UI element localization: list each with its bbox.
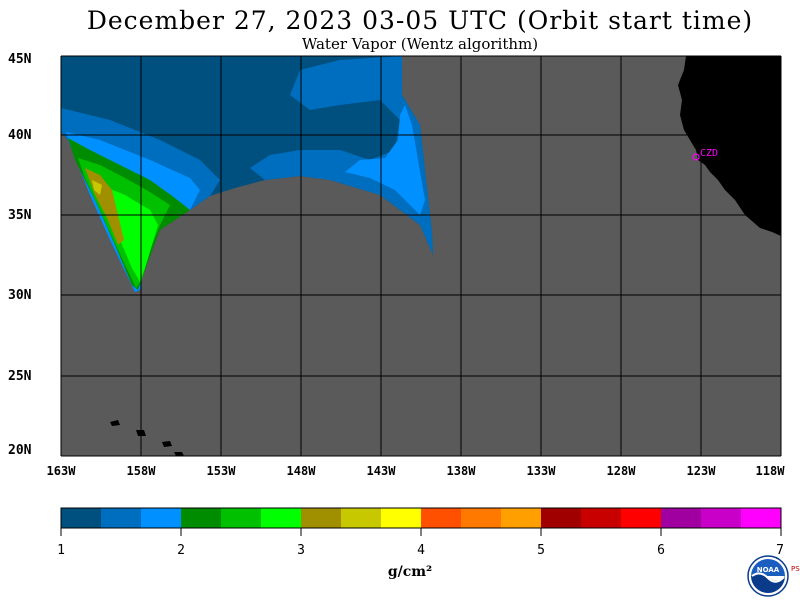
colorbar-label-6: 6 — [657, 543, 665, 558]
lon-label-148w: 148W — [286, 464, 316, 478]
colorbar-swatch — [301, 508, 342, 528]
colorbar-swatch — [541, 508, 582, 528]
lon-label-123w: 123W — [686, 464, 716, 478]
lat-label-25n: 25N — [8, 369, 32, 384]
colorbar-swatch — [421, 508, 462, 528]
colorbar-swatch — [381, 508, 422, 528]
colorbar-swatch — [141, 508, 182, 528]
land-north-america — [678, 56, 781, 236]
map-title: December 27, 2023 03-05 UTC (Orbit start… — [86, 6, 754, 35]
station-label: CZD — [700, 148, 718, 159]
colorbar-swatch — [181, 508, 222, 528]
lon-label-138w: 138W — [446, 464, 476, 478]
lat-label-35n: 35N — [8, 208, 32, 223]
colorbar-swatch — [101, 508, 142, 528]
colorbar-swatch — [661, 508, 702, 528]
swath-dark-blue — [61, 56, 433, 292]
station-marker — [692, 153, 700, 161]
colorbar-label-3: 3 — [297, 543, 305, 558]
lat-label-45n: 45N — [8, 52, 32, 67]
lon-label-153w: 153W — [206, 464, 236, 478]
swath-light-blue-east — [345, 105, 425, 215]
colorbar-ticks — [60, 528, 782, 536]
colorbar-label-5: 5 — [537, 543, 545, 558]
swath-mid-blue — [250, 56, 433, 255]
colorbar-label-4: 4 — [417, 543, 425, 558]
lon-label-163w: 163W — [46, 464, 76, 478]
lon-label-133w: 133W — [526, 464, 556, 478]
colorbar-swatch — [61, 508, 102, 528]
lon-label-158w: 158W — [126, 464, 156, 478]
colorbar-units: g/cm² — [387, 564, 433, 580]
land-islands — [110, 420, 184, 456]
lon-label-128w: 128W — [606, 464, 636, 478]
colorbar-swatch — [341, 508, 382, 528]
colorbar-swatch — [261, 508, 302, 528]
map-subtitle: Water Vapor (Wentz algorithm) — [301, 35, 539, 53]
colorbar-label-2: 2 — [177, 543, 185, 558]
lat-label-40n: 40N — [8, 128, 32, 143]
colorbar-swatch — [741, 508, 782, 528]
svg-text:NOAA: NOAA — [757, 566, 780, 574]
colorbar-label-1: 1 — [57, 543, 65, 558]
colorbar-swatch — [581, 508, 622, 528]
colorbar-swatch — [701, 508, 742, 528]
swath-yellow — [92, 180, 102, 195]
lat-label-30n: 30N — [8, 288, 32, 303]
colorbar-label-7: 7 — [776, 543, 784, 558]
psl-mark: PSL — [791, 565, 800, 573]
graticule — [60, 55, 782, 457]
lat-label-20n: 20N — [8, 443, 32, 458]
colorbar-swatch — [461, 508, 502, 528]
colorbar-swatch — [621, 508, 662, 528]
lon-label-118w: 118W — [755, 464, 785, 478]
noaa-logo: NOAA — [747, 555, 789, 597]
colorbar-swatch — [221, 508, 262, 528]
colorbar — [60, 507, 782, 529]
water-vapor-swath — [61, 56, 433, 292]
lon-label-143w: 143W — [366, 464, 396, 478]
colorbar-swatch — [501, 508, 542, 528]
